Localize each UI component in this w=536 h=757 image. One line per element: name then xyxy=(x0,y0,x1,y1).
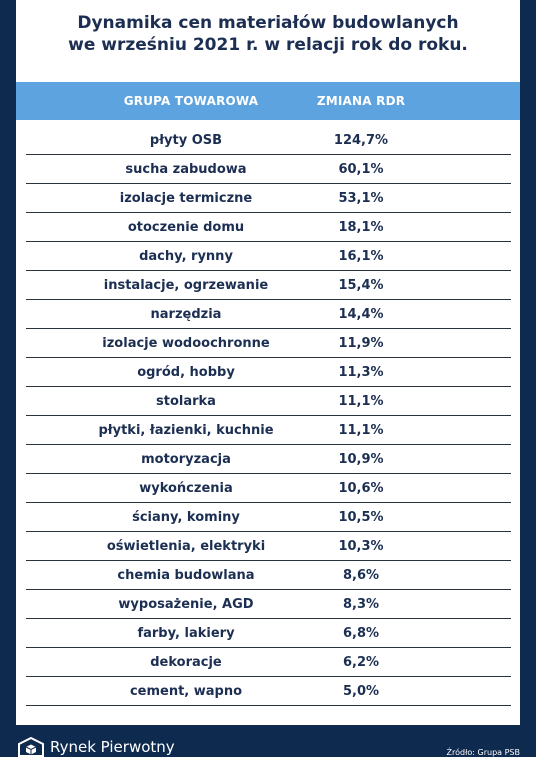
group-cell: dachy, rynny xyxy=(139,249,233,264)
table-body: płyty OSB 124,7% sucha zabudowa 60,1% izolac… xyxy=(26,126,511,706)
table-row: oświetlenia, elektryki 10,3% xyxy=(26,532,511,561)
table-row: chemia budowlana 8,6% xyxy=(26,561,511,590)
table-row: sucha zabudowa 60,1% xyxy=(26,155,511,184)
title-line-2: we wrześniu 2021 r. w relacji rok do rok… xyxy=(68,35,468,55)
table-card: Dynamika cen materiałów budowlanych we w… xyxy=(16,0,520,725)
change-cell: 11,9% xyxy=(338,336,384,351)
group-cell: ściany, kominy xyxy=(132,510,240,525)
brand-logo: Rynek Pierwotny xyxy=(18,737,175,757)
table-row: izolacje wodoochronne 11,9% xyxy=(26,329,511,358)
change-cell: 5,0% xyxy=(342,684,380,699)
table-header: GRUPA TOWAROWA ZMIANA RDR xyxy=(16,82,520,120)
group-cell: dekoracje xyxy=(150,655,222,670)
table-row: otoczenie domu 18,1% xyxy=(26,213,511,242)
change-cell: 124,7% xyxy=(333,133,389,148)
change-cell: 14,4% xyxy=(338,307,384,322)
group-cell: stolarka xyxy=(156,394,216,409)
group-cell: wykończenia xyxy=(139,481,233,496)
change-cell: 8,3% xyxy=(342,597,380,612)
title-line-1: Dynamika cen materiałów budowlanych xyxy=(77,13,459,33)
change-cell: 18,1% xyxy=(338,220,384,235)
group-cell: płytki, łazienki, kuchnie xyxy=(98,423,274,438)
change-cell: 15,4% xyxy=(338,278,384,293)
table-row: instalacje, ogrzewanie 15,4% xyxy=(26,271,511,300)
group-cell: instalacje, ogrzewanie xyxy=(103,278,269,293)
group-cell: płyty OSB xyxy=(149,133,223,148)
group-cell: cement, wapno xyxy=(129,684,243,699)
change-cell: 6,8% xyxy=(342,626,380,641)
group-cell: izolacje wodoochronne xyxy=(102,336,270,351)
table-row: wykończenia 10,6% xyxy=(26,474,511,503)
table-row: cement, wapno 5,0% xyxy=(26,677,511,706)
group-cell: sucha zabudowa xyxy=(125,162,247,177)
table-row: farby, lakiery 6,8% xyxy=(26,619,511,648)
group-cell: motoryzacja xyxy=(141,452,231,467)
change-cell: 10,3% xyxy=(338,539,384,554)
change-cell: 10,9% xyxy=(338,452,384,467)
table-row: izolacje termiczne 53,1% xyxy=(26,184,511,213)
table-row: ściany, kominy 10,5% xyxy=(26,503,511,532)
change-cell: 53,1% xyxy=(338,191,384,206)
change-cell: 60,1% xyxy=(338,162,384,177)
change-cell: 16,1% xyxy=(338,249,384,264)
change-cell: 11,1% xyxy=(338,423,384,438)
change-cell: 8,6% xyxy=(342,568,380,583)
table-row: płyty OSB 124,7% xyxy=(26,126,511,155)
group-cell: narzędzia xyxy=(150,307,222,322)
change-cell: 11,3% xyxy=(338,365,384,380)
brand-name: Rynek Pierwotny xyxy=(50,738,175,756)
table-row: wyposażenie, AGD 8,3% xyxy=(26,590,511,619)
group-cell: chemia budowlana xyxy=(117,568,255,583)
page-title: Dynamika cen materiałów budowlanych we w… xyxy=(16,12,520,56)
column-header-group: GRUPA TOWAROWA xyxy=(123,94,259,108)
table-row: dekoracje 6,2% xyxy=(26,648,511,677)
group-cell: wyposażenie, AGD xyxy=(118,597,254,612)
house-cube-icon xyxy=(18,737,44,757)
change-cell: 10,5% xyxy=(338,510,384,525)
group-cell: ogród, hobby xyxy=(137,365,235,380)
column-header-change: ZMIANA RDR xyxy=(316,94,406,108)
group-cell: otoczenie domu xyxy=(127,220,245,235)
change-cell: 10,6% xyxy=(338,481,384,496)
table-row: ogród, hobby 11,3% xyxy=(26,358,511,387)
table-row: dachy, rynny 16,1% xyxy=(26,242,511,271)
group-cell: farby, lakiery xyxy=(137,626,235,641)
change-cell: 11,1% xyxy=(338,394,384,409)
table-row: motoryzacja 10,9% xyxy=(26,445,511,474)
table-row: narzędzia 14,4% xyxy=(26,300,511,329)
source-note: Źródło: Grupa PSB xyxy=(446,748,520,757)
group-cell: izolacje termiczne xyxy=(119,191,253,206)
change-cell: 6,2% xyxy=(342,655,380,670)
table-row: stolarka 11,1% xyxy=(26,387,511,416)
table-row: płytki, łazienki, kuchnie 11,1% xyxy=(26,416,511,445)
group-cell: oświetlenia, elektryki xyxy=(106,539,266,554)
